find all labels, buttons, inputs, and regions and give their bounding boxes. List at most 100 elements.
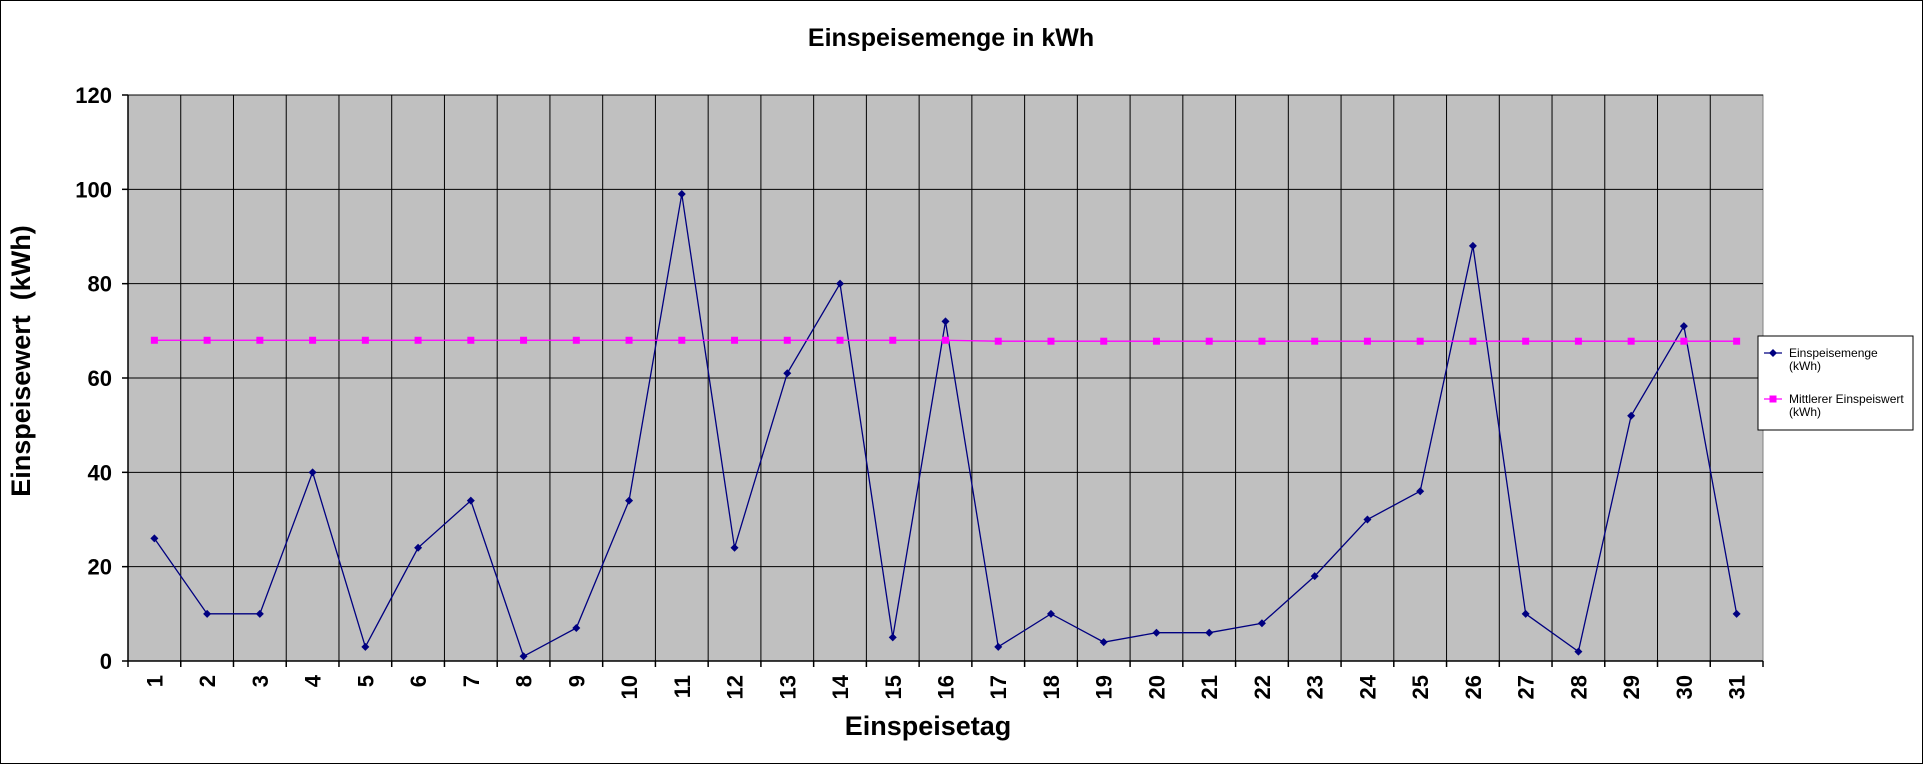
data-point xyxy=(1258,337,1266,345)
x-tick-label: 7 xyxy=(459,675,484,687)
y-tick-label: 100 xyxy=(75,177,112,202)
data-point xyxy=(572,336,580,344)
x-axis-title: Einspeisetag xyxy=(845,711,1012,741)
data-point xyxy=(519,652,528,661)
y-tick-label: 40 xyxy=(88,460,112,485)
legend-label: (kWh) xyxy=(1789,405,1821,419)
x-tick-label: 18 xyxy=(1039,675,1064,699)
x-tick-label: 8 xyxy=(512,675,537,687)
data-point xyxy=(1152,337,1160,345)
x-tick-label: 6 xyxy=(406,675,431,687)
y-tick-label: 20 xyxy=(88,555,112,580)
data-point xyxy=(1363,337,1371,345)
x-tick-label: 2 xyxy=(195,675,220,687)
data-point xyxy=(150,336,158,344)
x-tick-label: 3 xyxy=(248,675,273,687)
legend-box xyxy=(1757,335,1914,431)
data-point xyxy=(1205,628,1214,637)
data-point xyxy=(572,623,581,632)
data-point xyxy=(625,336,633,344)
data-point xyxy=(836,279,845,288)
x-axis-ticks: 1 2 3 4 5 6 7 8 9 10 11 12 13 14 15 16 17 18 19 20 21 22 23 24 2… xyxy=(127,661,1764,699)
data-point xyxy=(414,336,422,344)
x-tick-label: 12 xyxy=(723,675,748,699)
x-tick-label: 21 xyxy=(1197,675,1222,699)
x-tick-label: 24 xyxy=(1355,674,1380,699)
data-point xyxy=(361,642,370,651)
data-point xyxy=(520,336,528,344)
data-point xyxy=(625,496,634,505)
legend: Einspeisemenge(kWh)Mittlerer Einspeiswer… xyxy=(1757,335,1914,431)
x-tick-label: 20 xyxy=(1144,675,1169,699)
data-point xyxy=(1679,322,1688,331)
x-tick-label: 10 xyxy=(617,675,642,699)
x-tick-label: 29 xyxy=(1619,675,1644,699)
data-point xyxy=(942,336,949,344)
data-point xyxy=(836,336,844,344)
x-tick-label: 14 xyxy=(828,674,853,699)
data-point xyxy=(361,336,369,344)
data-point xyxy=(1205,337,1213,345)
data-point xyxy=(1627,411,1636,420)
data-point xyxy=(889,336,897,344)
x-tick-label: 13 xyxy=(775,675,800,699)
y-tick-label: 120 xyxy=(75,83,112,108)
x-tick-label: 28 xyxy=(1566,675,1591,699)
data-point xyxy=(1416,337,1424,345)
data-point xyxy=(467,336,475,344)
data-point xyxy=(677,190,686,199)
legend-label: Mittlerer Einspeiswert xyxy=(1789,392,1904,406)
data-point xyxy=(1100,337,1108,345)
data-point xyxy=(731,336,739,344)
x-tick-label: 22 xyxy=(1250,675,1275,699)
data-point xyxy=(309,336,317,344)
x-tick-label: 25 xyxy=(1408,675,1433,699)
x-tick-label: 5 xyxy=(353,675,378,687)
x-tick-label: 1 xyxy=(142,675,167,687)
data-point xyxy=(783,369,792,378)
legend-item-1: Einspeisemenge(kWh) xyxy=(1764,346,1878,373)
data-point xyxy=(1047,337,1055,345)
y-tick-label: 0 xyxy=(100,649,112,674)
data-point xyxy=(1574,337,1582,345)
data-point xyxy=(1469,337,1477,345)
data-point xyxy=(1099,638,1108,647)
data-point xyxy=(1046,609,1055,618)
series-layer xyxy=(150,190,1741,661)
x-tick-label: 19 xyxy=(1092,675,1117,699)
data-point xyxy=(1732,609,1741,618)
series-1 xyxy=(150,190,1741,661)
data-point xyxy=(1468,241,1477,250)
data-point xyxy=(678,336,686,344)
legend-label: Einspeisemenge xyxy=(1789,346,1878,360)
legend-item-2: Mittlerer Einspeiswert(kWh) xyxy=(1764,392,1904,419)
data-point xyxy=(466,496,475,505)
x-tick-label: 27 xyxy=(1514,675,1539,699)
data-point xyxy=(941,317,950,326)
x-tick-label: 4 xyxy=(301,674,326,687)
data-point xyxy=(308,468,317,477)
x-tick-label: 30 xyxy=(1672,675,1697,699)
data-point xyxy=(1310,572,1319,581)
data-point xyxy=(256,336,264,344)
y-axis-ticks: 0 20 40 60 80 100 120 xyxy=(75,83,128,674)
x-tick-label: 17 xyxy=(986,675,1011,699)
data-point xyxy=(783,336,791,344)
legend-marker xyxy=(1769,349,1777,357)
legend-marker xyxy=(1769,395,1777,403)
y-axis-title: Einspeisewert (kWh) xyxy=(6,225,36,497)
data-point xyxy=(1522,337,1530,345)
data-point xyxy=(1521,609,1530,618)
data-point xyxy=(1363,515,1372,524)
gridlines xyxy=(128,94,1763,661)
data-point xyxy=(730,543,739,552)
x-tick-label: 16 xyxy=(934,675,959,699)
x-tick-label: 11 xyxy=(670,675,695,698)
data-point xyxy=(1733,337,1741,345)
data-point xyxy=(1680,337,1688,345)
x-tick-label: 31 xyxy=(1725,675,1750,699)
data-point xyxy=(1574,647,1583,656)
data-point xyxy=(994,642,1003,651)
x-tick-label: 23 xyxy=(1303,675,1328,699)
